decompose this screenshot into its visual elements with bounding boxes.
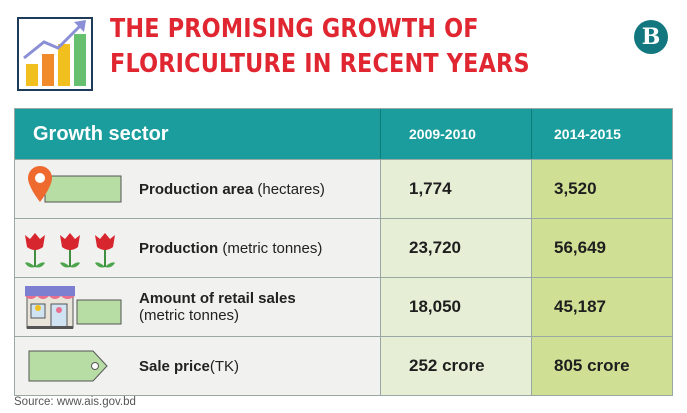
value-text: 23,720 (409, 238, 461, 257)
sector-name: Amount of retail sales (139, 290, 296, 307)
table-row: Sale price(TK) 252 crore 805 crore (15, 336, 672, 395)
header: THE PROMISING GROWTH OF FLORICULTURE IN … (0, 0, 687, 100)
map-pin-tag-icon (28, 166, 122, 203)
growth-table: Growth sector 2009-2010 2014-2015 Produc… (14, 108, 673, 396)
sector-name: Production area (139, 180, 254, 198)
sector-unit: (metric tonnes) (218, 239, 323, 257)
growth-chart-icon (17, 17, 93, 91)
sector-unit: (TK) (209, 357, 240, 375)
header-cell-2014-2015: 2014-2015 (531, 109, 672, 159)
table-row: Production (metric tonnes) 23,720 56,649 (15, 218, 672, 277)
value-text: 252 crore (409, 356, 485, 375)
chart-title: THE PROMISING GROWTH OF FLORICULTURE IN … (110, 14, 530, 79)
header-year-2014-2015: 2014-2015 (554, 126, 621, 142)
value-2009-2010: 1,774 (380, 160, 531, 218)
sector-name: Production (139, 239, 219, 257)
sector-label: Production area (hectares) (139, 160, 325, 218)
value-2014-2015: 56,649 (531, 219, 672, 277)
value-text: 18,050 (409, 297, 461, 316)
source-note: Source: www.ais.gov.bd (14, 396, 136, 408)
sector-label: Production (metric tonnes) (139, 219, 322, 277)
value-2009-2010: 23,720 (380, 219, 531, 277)
value-text: 3,520 (554, 179, 597, 198)
sector-unit: (hectares) (253, 180, 325, 198)
price-tag-icon (28, 350, 108, 382)
sector-cell: Amount of retail sales (metric tonnes) (15, 278, 380, 336)
sector-cell: Production (metric tonnes) (15, 219, 380, 277)
value-2009-2010: 18,050 (380, 278, 531, 336)
value-2014-2015: 45,187 (531, 278, 672, 336)
table-header-row: Growth sector 2009-2010 2014-2015 (15, 109, 672, 159)
value-text: 56,649 (554, 238, 606, 257)
value-text: 45,187 (554, 297, 606, 316)
value-2014-2015: 805 crore (531, 337, 672, 395)
header-cell-sector: Growth sector (15, 109, 380, 159)
flower-shop-icon (25, 286, 122, 329)
table-row: Amount of retail sales (metric tonnes) 18… (15, 277, 672, 336)
value-2009-2010: 252 crore (380, 337, 531, 395)
sector-unit: (metric tonnes) (139, 307, 240, 324)
sector-cell: Production area (hectares) (15, 160, 380, 218)
brand-logo: B (634, 20, 668, 54)
header-growth-sector: Growth sector (33, 122, 169, 145)
sector-name: Sale price (139, 357, 210, 375)
sector-label: Sale price(TK) (139, 337, 239, 395)
roses-icon (25, 233, 115, 268)
header-cell-2009-2010: 2009-2010 (380, 109, 531, 159)
table-row: Production area (hectares) 1,774 3,520 (15, 159, 672, 218)
value-text: 805 crore (554, 356, 630, 375)
value-text: 1,774 (409, 179, 452, 198)
header-year-2009-2010: 2009-2010 (409, 126, 476, 142)
value-2014-2015: 3,520 (531, 160, 672, 218)
sector-cell: Sale price(TK) (15, 337, 380, 395)
sector-label: Amount of retail sales (metric tonnes) (139, 278, 296, 336)
